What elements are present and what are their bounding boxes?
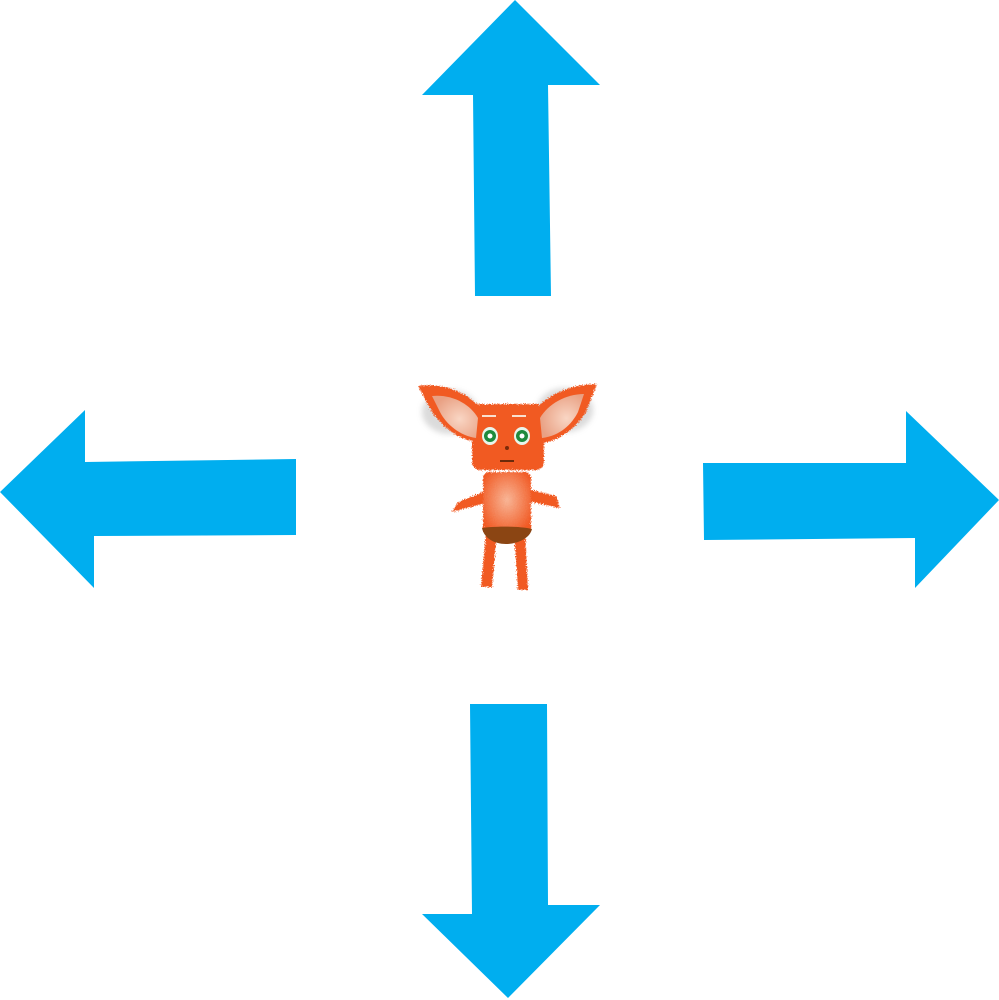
arrow-down-button[interactable] xyxy=(420,700,602,1000)
arrow-right-button[interactable] xyxy=(700,408,999,590)
furry-creature-icon xyxy=(418,384,597,590)
arrow-right-icon xyxy=(703,411,999,588)
arrow-down-icon xyxy=(422,704,600,998)
arrow-left-icon xyxy=(0,410,296,588)
arrow-left-button[interactable] xyxy=(0,408,298,590)
player-character[interactable] xyxy=(410,372,605,602)
arrow-up-button[interactable] xyxy=(420,0,602,300)
arrow-up-icon xyxy=(422,0,600,296)
